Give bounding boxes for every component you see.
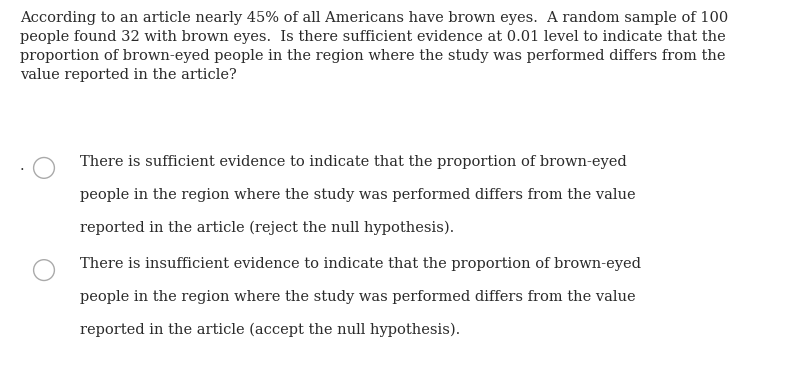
Text: There is sufficient evidence to indicate that the proportion of brown-eyed: There is sufficient evidence to indicate… bbox=[80, 155, 626, 169]
Text: There is insufficient evidence to indicate that the proportion of brown-eyed: There is insufficient evidence to indica… bbox=[80, 257, 641, 271]
Text: people in the region where the study was performed differs from the value: people in the region where the study was… bbox=[80, 188, 636, 202]
Text: According to an article nearly 45% of all Americans have brown eyes.  A random s: According to an article nearly 45% of al… bbox=[20, 11, 728, 82]
Text: reported in the article (accept the null hypothesis).: reported in the article (accept the null… bbox=[80, 323, 460, 337]
Text: reported in the article (reject the null hypothesis).: reported in the article (reject the null… bbox=[80, 221, 454, 235]
Text: people in the region where the study was performed differs from the value: people in the region where the study was… bbox=[80, 290, 636, 304]
Text: .: . bbox=[20, 159, 25, 173]
